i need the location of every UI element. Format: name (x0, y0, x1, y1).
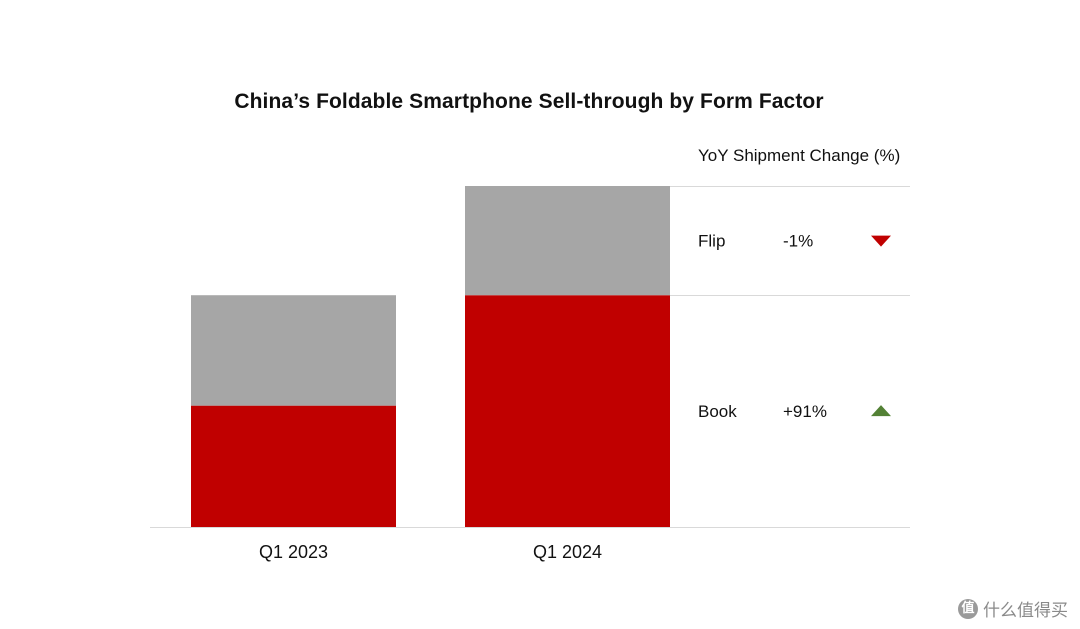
lines-layer (150, 186, 910, 528)
labels-layer: Q1 2023 Q1 2024 (259, 542, 602, 562)
table-row-label: Book (698, 402, 737, 421)
bar-book-2 (465, 295, 670, 527)
bars-layer (191, 186, 670, 527)
yoy-table-header: YoY Shipment Change (%) (698, 146, 901, 165)
table-row-value: +91% (783, 402, 827, 421)
bar-flip-1 (191, 295, 396, 406)
table-row-label: Flip (698, 232, 725, 251)
bar-book-1 (191, 405, 396, 527)
watermark-text: 什么值得买 (983, 601, 1068, 621)
x-tick-label: Q1 2023 (259, 542, 328, 562)
watermark-logo-icon: 值 (958, 598, 978, 619)
bar-flip-2 (465, 186, 670, 296)
x-tick-label: Q1 2024 (533, 542, 602, 562)
up-triangle-icon (871, 405, 891, 417)
table-layer: Flip -1% Book +91% (698, 232, 891, 421)
watermark: 值 什么值得买 (958, 596, 1068, 621)
chart-title: China’s Foldable Smartphone Sell-through… (234, 90, 824, 113)
table-row-value: -1% (783, 232, 813, 251)
down-triangle-icon (871, 235, 891, 247)
